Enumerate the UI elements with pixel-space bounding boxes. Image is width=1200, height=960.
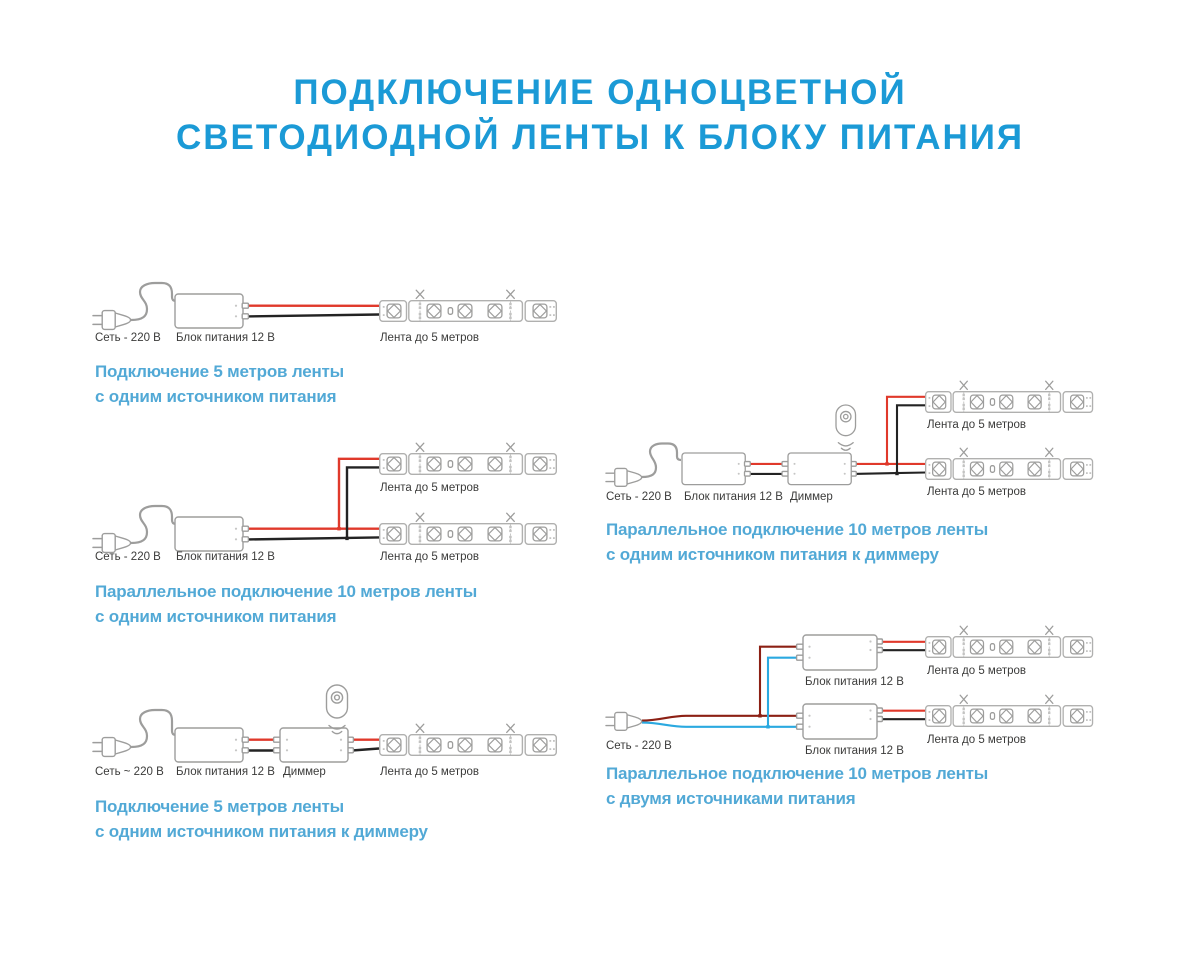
wire-black xyxy=(852,471,927,475)
title-line-2: СВЕТОДИОДНОЙ ЛЕНТЫ К БЛОКУ ПИТАНИЯ xyxy=(175,118,1025,157)
led-strip xyxy=(924,380,1094,413)
wire-black-branch xyxy=(895,404,926,474)
caption-line-1: Параллельное подключение 10 метров ленты xyxy=(606,764,989,783)
net-label: Сеть - 220 В xyxy=(95,332,161,344)
diagram-2-graphic xyxy=(92,442,557,554)
diagram-5-caption: Параллельное подключение 10 метров ленты… xyxy=(606,761,988,811)
net-label: Сеть - 220 В xyxy=(95,551,161,563)
mains-cable xyxy=(130,504,177,545)
caption-line-1: Подключение 5 метров ленты xyxy=(95,362,344,381)
psu-label: Блок питания 12 В xyxy=(176,551,275,563)
caption-line-2: с одним источником питания xyxy=(95,607,337,626)
plug-icon xyxy=(92,309,132,331)
wire-black xyxy=(351,747,380,752)
psu-label: Блок питания 12 В xyxy=(684,491,783,503)
dimmer-label: Диммер xyxy=(283,766,326,778)
led-strip xyxy=(379,289,557,322)
plug-icon xyxy=(605,467,643,488)
led-strip xyxy=(924,447,1094,480)
wire-junction xyxy=(758,714,762,718)
dimmer-box xyxy=(272,727,355,763)
net-label: Сеть - 220 В xyxy=(606,740,672,752)
power-supply-box xyxy=(174,293,250,329)
dimmer-box xyxy=(781,452,857,486)
strip-label: Лента до 5 метров xyxy=(380,332,480,344)
plug-icon xyxy=(92,532,132,554)
strip-label: Лента до 5 метров xyxy=(927,486,1027,498)
wire-live xyxy=(641,714,799,722)
led-strip xyxy=(924,694,1094,727)
psu-label: Блок питания 12 В xyxy=(176,332,275,344)
diagram-1-graphic xyxy=(92,281,557,331)
wire-junction xyxy=(885,462,889,466)
caption-line-1: Параллельное подключение 10 метров ленты xyxy=(95,582,478,601)
psu-label: Блок питания 12 В xyxy=(805,745,904,757)
plug-icon xyxy=(605,711,643,732)
wire-black xyxy=(245,313,380,318)
strip-label: Лента до 5 метров xyxy=(380,551,480,563)
diagram-1-caption: Подключение 5 метров ленты с одним источ… xyxy=(95,359,344,409)
wire-red-branch xyxy=(337,457,379,529)
diagram-3-caption: Подключение 5 метров ленты с одним источ… xyxy=(95,794,428,844)
led-strip xyxy=(379,723,557,756)
power-supply-box xyxy=(795,703,884,740)
diagram-5-graphic xyxy=(605,625,1094,740)
remote-icon xyxy=(835,404,857,451)
page-title: ПОДКЛЮЧЕНИЕ ОДНОЦВЕТНОЙ СВЕТОДИОДНОЙ ЛЕН… xyxy=(0,70,1200,160)
mains-cable xyxy=(130,281,177,322)
power-supply-box xyxy=(174,516,250,552)
power-supply-box xyxy=(681,452,751,486)
diagram-2-caption: Параллельное подключение 10 метров ленты… xyxy=(95,579,477,629)
strip-label: Лента до 5 метров xyxy=(380,766,480,778)
caption-line-2: с одним источником питания xyxy=(95,387,337,406)
diagram-3-graphic xyxy=(92,684,557,763)
led-strip xyxy=(379,512,557,545)
wire-red-branch xyxy=(885,395,926,464)
caption-line-1: Подключение 5 метров ленты xyxy=(95,797,344,816)
net-label: Сеть - 220 В xyxy=(606,491,672,503)
led-strip xyxy=(924,625,1094,658)
caption-line-2: с одним источником питания к диммеру xyxy=(606,545,939,564)
wire-black-branch xyxy=(345,466,379,539)
remote-icon xyxy=(325,684,349,735)
caption-line-2: с одним источником питания к диммеру xyxy=(95,822,428,841)
strip-label: Лента до 5 метров xyxy=(927,665,1027,677)
wire-neutral xyxy=(641,721,799,728)
mains-cable xyxy=(641,442,682,479)
diagram-4-graphic xyxy=(605,380,1094,488)
wire-junction xyxy=(895,471,899,476)
plug-icon xyxy=(92,736,132,758)
strip-label: Лента до 5 метров xyxy=(927,419,1027,431)
caption-line-1: Параллельное подключение 10 метров ленты xyxy=(606,520,989,539)
title-line-1: ПОДКЛЮЧЕНИЕ ОДНОЦВЕТНОЙ xyxy=(293,73,907,112)
wire-junction xyxy=(345,536,349,541)
mains-cable xyxy=(130,708,177,749)
strip-label: Лента до 5 метров xyxy=(927,734,1027,746)
strip-label: Лента до 5 метров xyxy=(380,482,480,494)
wire-junction xyxy=(337,527,341,531)
wire-junction xyxy=(766,725,770,729)
led-strip xyxy=(379,442,557,475)
dimmer-label: Диммер xyxy=(790,491,833,503)
psu-label: Блок питания 12 В xyxy=(805,676,904,688)
psu-label: Блок питания 12 В xyxy=(176,766,275,778)
wire-neutral-branch xyxy=(766,656,799,727)
diagram-4-caption: Параллельное подключение 10 метров ленты… xyxy=(606,517,988,567)
caption-line-2: с двумя источниками питания xyxy=(606,789,856,808)
wire-black xyxy=(245,536,380,541)
net-label: Сеть ~ 220 В xyxy=(95,766,164,778)
power-supply-box xyxy=(174,727,250,763)
wire-live-branch xyxy=(758,645,799,716)
power-supply-box xyxy=(795,634,884,671)
